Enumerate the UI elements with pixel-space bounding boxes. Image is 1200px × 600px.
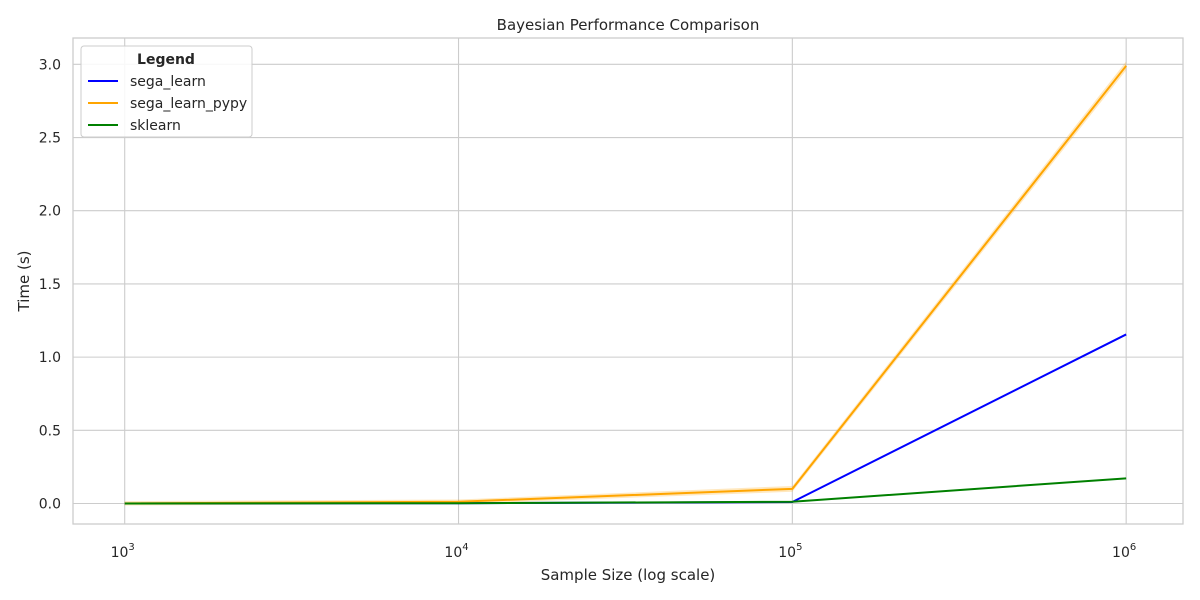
series-line bbox=[124, 477, 1127, 505]
y-tick-label: 0.5 bbox=[39, 423, 61, 439]
y-tick-label: 1.5 bbox=[39, 277, 61, 293]
y-tick-label: 3.0 bbox=[39, 57, 61, 73]
x-tick-exponent: 3 bbox=[128, 542, 134, 553]
x-tick-exponent: 5 bbox=[796, 542, 802, 553]
x-tick-base: 10 bbox=[111, 545, 129, 561]
x-tick-label: 103 bbox=[111, 542, 135, 561]
legend-label: sega_learn_pypy bbox=[130, 96, 247, 112]
y-tick-label: 2.0 bbox=[39, 204, 61, 220]
legend-title: Legend bbox=[137, 52, 195, 68]
grid-layer bbox=[73, 38, 1183, 524]
series-layer bbox=[124, 65, 1127, 505]
x-tick-exponent: 6 bbox=[1130, 542, 1136, 553]
plot-frame bbox=[72, 37, 1184, 525]
y-axis-label: Time (s) bbox=[15, 251, 33, 313]
chart-title: Bayesian Performance Comparison bbox=[497, 16, 760, 34]
x-axis-label: Sample Size (log scale) bbox=[541, 566, 716, 584]
x-tick-base: 10 bbox=[778, 545, 796, 561]
x-tick-label: 104 bbox=[444, 542, 468, 561]
legend-label: sklearn bbox=[130, 118, 181, 134]
legend-label: sega_learn bbox=[130, 74, 206, 90]
y-tick-label: 0.0 bbox=[39, 497, 61, 513]
x-tick-exponent: 4 bbox=[462, 542, 468, 553]
x-tick-label: 105 bbox=[778, 542, 802, 561]
x-tick-label: 106 bbox=[1112, 542, 1136, 561]
legend-box bbox=[80, 45, 253, 138]
y-tick-label: 1.0 bbox=[39, 350, 61, 366]
x-tick-base: 10 bbox=[1112, 545, 1130, 561]
x-tick-base: 10 bbox=[444, 545, 462, 561]
y-tick-label: 2.5 bbox=[39, 131, 61, 147]
